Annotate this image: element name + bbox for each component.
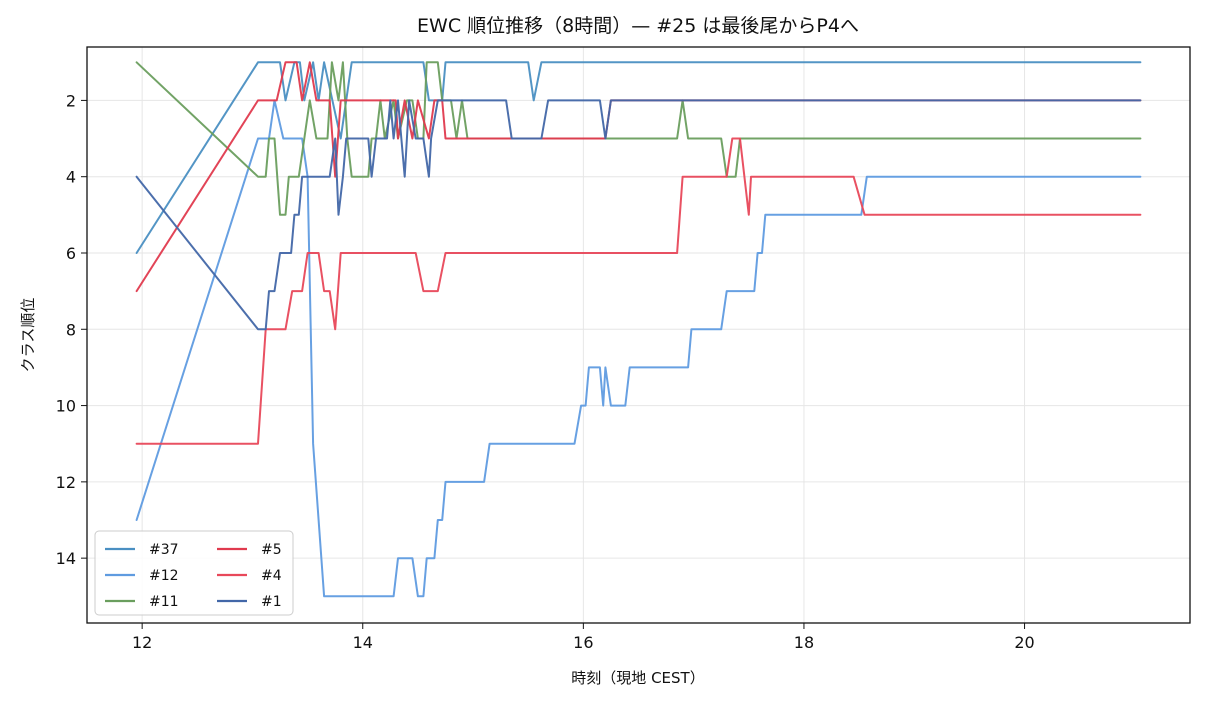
y-tick-label: 6 xyxy=(66,244,76,263)
legend-label: #11 xyxy=(149,594,179,610)
y-tick-label: 14 xyxy=(56,549,76,568)
y-tick-label: 8 xyxy=(66,320,76,339)
series-line-car-37 xyxy=(135,61,1142,254)
tick-layer: 12 14 16 18 20 2 4 6 8 10 12 14 xyxy=(56,91,1035,652)
legend-label: #4 xyxy=(261,568,282,584)
series-line-car-1 xyxy=(135,99,1142,331)
x-tick-label: 16 xyxy=(573,633,593,652)
series-line-car-4 xyxy=(135,137,1142,445)
legend: #37 #12 #11 #5 #4 #1 xyxy=(94,530,294,616)
x-tick-label: 12 xyxy=(132,633,152,652)
plot-frame xyxy=(86,46,1191,624)
legend-label: #37 xyxy=(149,542,179,558)
legend-label: #1 xyxy=(261,594,282,610)
y-tick-label: 12 xyxy=(56,473,76,492)
y-tick-label: 2 xyxy=(66,91,76,110)
legend-label: #5 xyxy=(261,542,282,558)
plot-background xyxy=(87,47,1190,623)
legend-box xyxy=(94,530,294,616)
x-tick-label: 14 xyxy=(353,633,373,652)
x-axis-label: 時刻（現地 CEST） xyxy=(571,669,704,687)
y-tick-label: 10 xyxy=(56,397,76,416)
series-line-car-12 xyxy=(135,99,1142,598)
series-line-car-11 xyxy=(135,61,1142,216)
series-line-car-5 xyxy=(135,61,1142,293)
x-tick-label: 20 xyxy=(1014,633,1034,652)
y-tick-label: 4 xyxy=(66,168,76,187)
chart-title: EWC 順位推移（8時間）— #25 は最後尾からP4へ xyxy=(417,15,859,37)
series-layer xyxy=(135,61,1142,598)
x-tick-label: 18 xyxy=(794,633,814,652)
legend-label: #12 xyxy=(149,568,179,584)
y-axis-label: クラス順位 xyxy=(19,298,37,373)
